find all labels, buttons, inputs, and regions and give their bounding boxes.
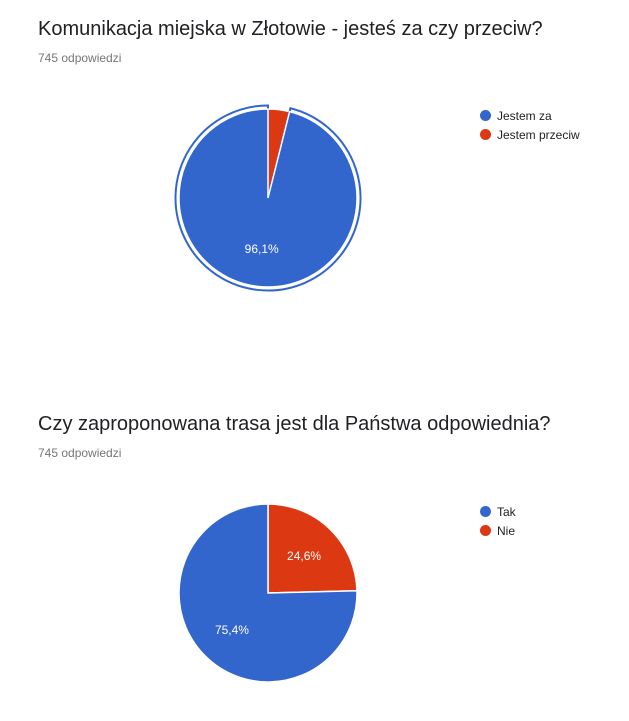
legend-label: Jestem za	[497, 108, 552, 123]
legend-color-dot	[480, 525, 491, 536]
legend-label: Nie	[497, 523, 516, 538]
question-card-1: Komunikacja miejska w Złotowie - jesteś …	[38, 18, 580, 320]
pie-slice-jestem-za[interactable]	[178, 108, 358, 288]
pie-slice-highlight-jestem-za	[174, 104, 362, 292]
pie-slice-tak[interactable]	[178, 503, 358, 683]
question-card-2: Czy zaproponowana trasa jest dla Państwa…	[0, 395, 629, 721]
question-title: Czy zaproponowana trasa jest dla Państwa…	[38, 413, 551, 435]
pie-data-label-tak: 75,4%	[215, 623, 249, 637]
pie-chart-1[interactable]: 96,1%	[150, 80, 390, 320]
legend-color-dot	[480, 506, 491, 517]
legend-color-dot	[480, 110, 491, 121]
pie-slice-nie[interactable]	[267, 503, 358, 594]
response-count: 745 odpowiedzi	[38, 51, 122, 65]
response-count: 745 odpowiedzi	[38, 446, 122, 460]
legend-item-nie[interactable]: Nie	[480, 521, 516, 540]
legend-item-tak[interactable]: Tak	[480, 502, 516, 521]
legend-label: Jestem przeciw	[497, 127, 580, 142]
question-title: Komunikacja miejska w Złotowie - jesteś …	[38, 18, 543, 40]
chart-legend-1: Jestem za Jestem przeciw	[480, 106, 580, 144]
legend-item-jestem-przeciw[interactable]: Jestem przeciw	[480, 125, 580, 144]
pie-data-label-nie: 24,6%	[287, 549, 321, 563]
legend-color-dot	[480, 129, 491, 140]
legend-label: Tak	[497, 504, 516, 519]
pie-data-label-jestem-za: 96,1%	[245, 242, 279, 256]
legend-item-jestem-za[interactable]: Jestem za	[480, 106, 580, 125]
chart-legend-2: Tak Nie	[480, 502, 516, 540]
pie-chart-2[interactable]: 75,4% 24,6%	[150, 475, 390, 715]
